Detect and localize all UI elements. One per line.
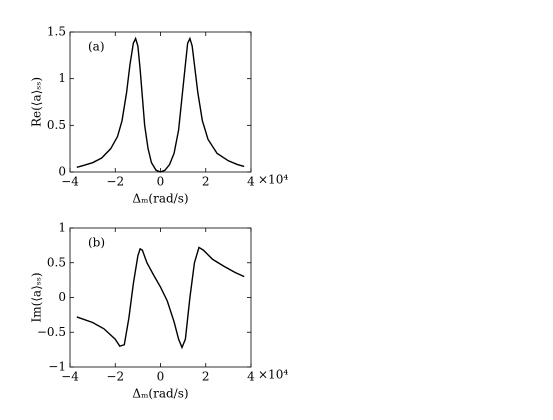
x-tick-label: −2	[106, 370, 124, 384]
y-tick-label: 1.5	[47, 25, 66, 39]
y-tick-label: 0	[58, 165, 66, 179]
x-axis-label: Δₘ(rad/s)	[132, 192, 188, 206]
x-axis-label: Δₘ(rad/s)	[132, 387, 188, 401]
y-tick-label: 1	[58, 221, 66, 235]
panel-label: (b)	[88, 236, 105, 250]
x-multiplier: ×10⁴	[258, 368, 288, 382]
x-tick-label: −2	[106, 175, 124, 189]
x-tick-label: 2	[202, 370, 210, 384]
x-tick-label: 4	[247, 370, 255, 384]
data-line	[76, 246, 245, 350]
x-tick-label: 2	[202, 175, 210, 189]
y-tick-label: 0	[58, 290, 66, 304]
y-tick-label: 0.5	[47, 255, 66, 269]
data-line	[76, 36, 245, 173]
y-tick-label: −0.5	[37, 325, 66, 339]
y-tick-label: −1	[48, 360, 66, 374]
y-axis-label: Re(⟨a⟩ₛₛ)	[30, 77, 44, 127]
x-tick-label: −4	[61, 370, 79, 384]
x-tick-label: 0	[157, 370, 165, 384]
x-tick-label: −4	[61, 175, 79, 189]
x-tick-label: 4	[247, 175, 255, 189]
y-tick-label: 1	[58, 71, 66, 85]
y-tick-label: 0.5	[47, 118, 66, 132]
y-axis-label: Im(⟨a⟩ₛₛ)	[30, 272, 44, 322]
x-tick-label: 0	[157, 175, 165, 189]
panel-label: (a)	[88, 40, 105, 54]
x-multiplier: ×10⁴	[258, 173, 288, 187]
